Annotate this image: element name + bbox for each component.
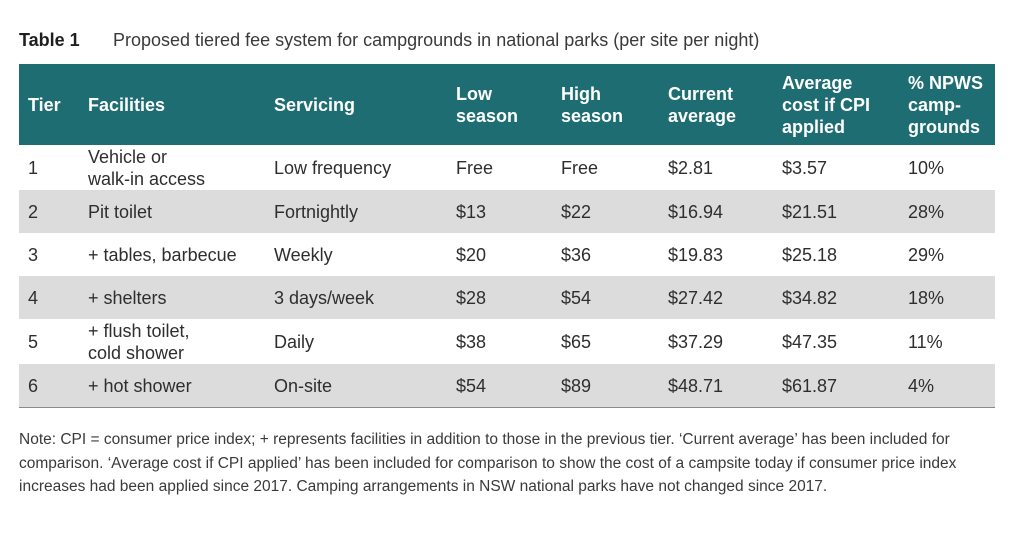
table-row: 3 + tables, barbecue Weekly $20 $36 $19.…: [19, 233, 995, 276]
header-cpi-cost: Average cost if CPI applied: [773, 64, 899, 145]
cell-npws-pct: 10%: [899, 145, 995, 190]
cell-high-season: $22: [552, 190, 659, 233]
cell-tier: 2: [19, 190, 79, 233]
cell-current-average: $16.94: [659, 190, 773, 233]
cell-cpi-cost: $34.82: [773, 276, 899, 319]
cell-facilities: + shelters: [79, 276, 265, 319]
table-row: 4 + shelters 3 days/week $28 $54 $27.42 …: [19, 276, 995, 319]
cell-low-season: $13: [447, 190, 552, 233]
table-note: Note: CPI = consumer price index; + repr…: [19, 431, 957, 495]
header-row: Tier Facilities Servicing Low season High…: [19, 64, 995, 145]
cell-servicing: Daily: [265, 319, 447, 364]
table-row: 6 + hot shower On-site $54 $89 $48.71 $6…: [19, 364, 995, 408]
table-row: 2 Pit toilet Fortnightly $13 $22 $16.94 …: [19, 190, 995, 233]
header-low-season: Low season: [447, 64, 552, 145]
header-high-season: High season: [552, 64, 659, 145]
header-servicing: Servicing: [265, 64, 447, 145]
header-tier: Tier: [19, 64, 79, 145]
cell-high-season: $65: [552, 319, 659, 364]
cell-servicing: On-site: [265, 364, 447, 408]
cell-low-season: $54: [447, 364, 552, 408]
cell-current-average: $48.71: [659, 364, 773, 408]
cell-npws-pct: 18%: [899, 276, 995, 319]
header-npws-pct: % NPWS camp-grounds: [899, 64, 995, 145]
cell-cpi-cost: $21.51: [773, 190, 899, 233]
cell-current-average: $2.81: [659, 145, 773, 190]
cell-servicing: Low frequency: [265, 145, 447, 190]
cell-servicing: Weekly: [265, 233, 447, 276]
cell-cpi-cost: $3.57: [773, 145, 899, 190]
cell-low-season: Free: [447, 145, 552, 190]
cell-servicing: Fortnightly: [265, 190, 447, 233]
cell-high-season: Free: [552, 145, 659, 190]
cell-current-average: $37.29: [659, 319, 773, 364]
header-facilities: Facilities: [79, 64, 265, 145]
cell-facilities: + tables, barbecue: [79, 233, 265, 276]
cell-facilities: Vehicle or walk-in access: [79, 145, 265, 190]
cell-tier: 5: [19, 319, 79, 364]
cell-npws-pct: 28%: [899, 190, 995, 233]
cell-low-season: $28: [447, 276, 552, 319]
cell-current-average: $27.42: [659, 276, 773, 319]
cell-cpi-cost: $25.18: [773, 233, 899, 276]
header-current-average: Current average: [659, 64, 773, 145]
table-row: 1 Vehicle or walk-in access Low frequency…: [19, 145, 995, 190]
table-title: Proposed tiered fee system for campgroun…: [113, 30, 760, 50]
cell-facilities: Pit toilet: [79, 190, 265, 233]
cell-facilities: + hot shower: [79, 364, 265, 408]
cell-high-season: $36: [552, 233, 659, 276]
cell-npws-pct: 29%: [899, 233, 995, 276]
fee-table: Tier Facilities Servicing Low season High…: [19, 64, 995, 408]
cell-high-season: $89: [552, 364, 659, 408]
table-row: 5 + flush toilet, cold shower Daily $38 $…: [19, 319, 995, 364]
cell-servicing: 3 days/week: [265, 276, 447, 319]
cell-cpi-cost: $47.35: [773, 319, 899, 364]
cell-tier: 4: [19, 276, 79, 319]
cell-tier: 6: [19, 364, 79, 408]
table-caption: Table 1 Proposed tiered fee system for ca…: [19, 28, 759, 52]
cell-high-season: $54: [552, 276, 659, 319]
cell-npws-pct: 4%: [899, 364, 995, 408]
cell-tier: 1: [19, 145, 79, 190]
cell-cpi-cost: $61.87: [773, 364, 899, 408]
table-number: Table 1: [19, 30, 80, 50]
cell-npws-pct: 11%: [899, 319, 995, 364]
cell-current-average: $19.83: [659, 233, 773, 276]
cell-facilities: + flush toilet, cold shower: [79, 319, 265, 364]
cell-low-season: $38: [447, 319, 552, 364]
cell-low-season: $20: [447, 233, 552, 276]
cell-tier: 3: [19, 233, 79, 276]
